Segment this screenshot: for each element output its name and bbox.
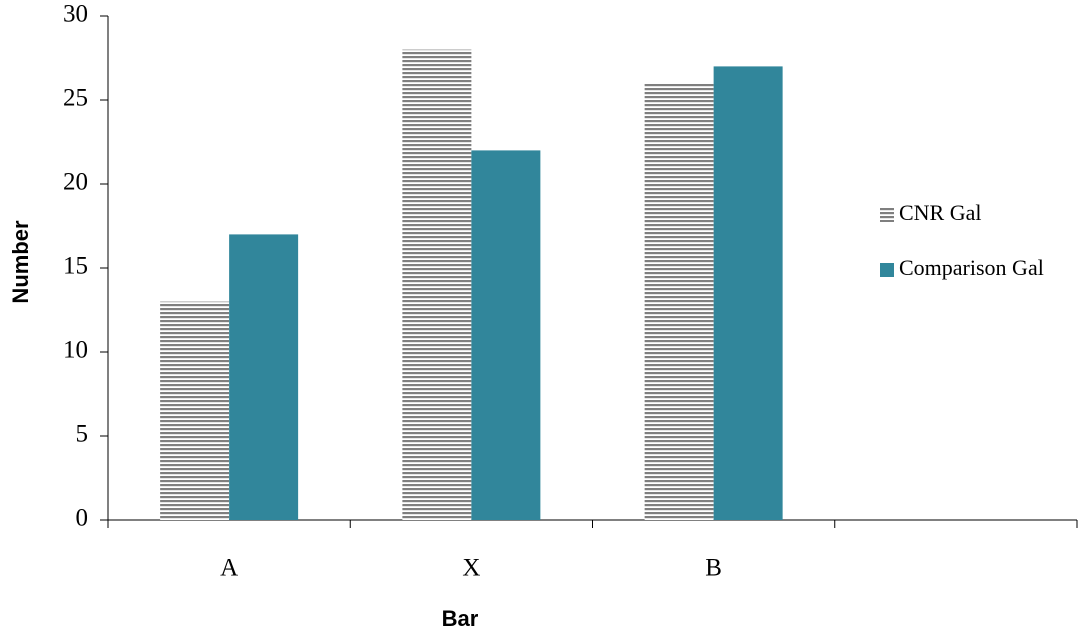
x-tick-label: A <box>220 555 238 582</box>
y-tick-label: 15 <box>63 253 88 280</box>
legend-label: Comparison Gal <box>899 255 1044 280</box>
y-axis-title: Number <box>8 220 33 304</box>
y-tick-label: 30 <box>63 1 88 28</box>
x-axis-title: Bar <box>442 606 479 631</box>
bar <box>471 150 541 520</box>
bar <box>402 49 472 520</box>
y-tick-label: 5 <box>76 421 89 448</box>
bar <box>160 301 230 520</box>
x-tick-label: X <box>462 555 480 582</box>
legend-swatch <box>880 263 894 277</box>
bar <box>229 234 299 520</box>
y-tick-label: 0 <box>76 505 89 532</box>
legend-label: CNR Gal <box>899 200 982 225</box>
y-tick-label: 20 <box>63 169 88 196</box>
x-tick-label: B <box>705 555 722 582</box>
bar <box>644 83 714 520</box>
y-tick-label: 25 <box>63 85 88 112</box>
bar <box>713 66 783 521</box>
legend-swatch <box>880 208 894 222</box>
y-tick-label: 10 <box>63 337 88 364</box>
